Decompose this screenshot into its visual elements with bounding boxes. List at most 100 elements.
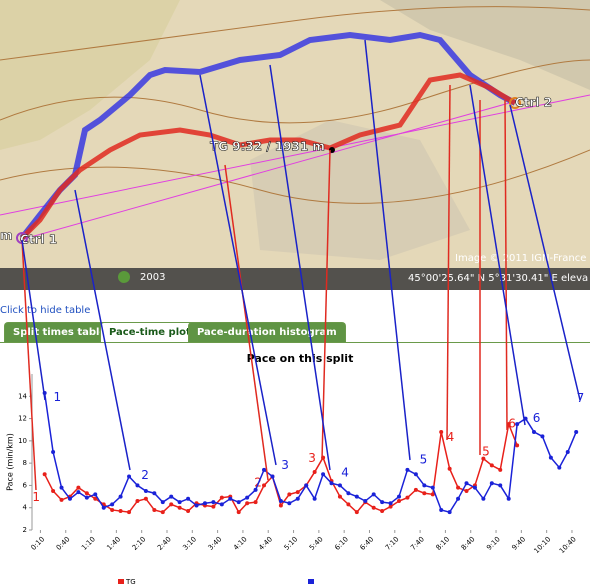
point	[295, 496, 300, 501]
point	[42, 472, 47, 477]
point	[481, 456, 486, 461]
x-tick-label: 5:10	[283, 535, 300, 552]
point	[413, 472, 418, 477]
annotation: 1	[53, 390, 61, 404]
tab[interactable]: Split times table	[4, 322, 116, 343]
x-tick-label: 5:40	[308, 535, 325, 552]
annotation: 2	[141, 468, 149, 482]
point	[447, 510, 452, 515]
point	[422, 491, 427, 496]
x-tick-label: 2:40	[156, 535, 173, 552]
point	[118, 509, 123, 514]
legend-label: TG	[125, 578, 136, 586]
point	[262, 467, 267, 472]
point	[211, 500, 216, 505]
terrain	[380, 0, 590, 90]
y-tick-label: 12	[18, 415, 27, 423]
contour	[0, 6, 590, 61]
point	[515, 422, 520, 427]
point	[101, 505, 106, 510]
point	[295, 490, 300, 495]
point	[152, 491, 157, 496]
point	[51, 489, 56, 493]
point	[464, 481, 469, 486]
x-tick-label: 4:10	[232, 535, 249, 552]
x-tick-label: 7:40	[409, 535, 426, 552]
point	[76, 485, 81, 490]
annotation: 4	[341, 466, 349, 480]
point	[498, 467, 503, 472]
point	[42, 390, 47, 395]
hide-link[interactable]: Click to hide table	[0, 305, 91, 316]
x-tick-label: 8:40	[460, 535, 477, 552]
annotation: 4	[447, 430, 455, 444]
point	[59, 497, 64, 502]
y-tick-label: 10	[18, 437, 27, 445]
point	[363, 499, 368, 504]
point	[506, 496, 511, 501]
terrain	[0, 0, 180, 150]
point	[321, 455, 326, 460]
point	[236, 510, 241, 515]
point	[152, 507, 157, 512]
point	[245, 501, 250, 506]
point	[557, 465, 562, 470]
point	[574, 429, 579, 434]
point	[405, 467, 410, 472]
x-tick-label: 0:10	[29, 535, 46, 552]
x-tick-label: 8:10	[434, 535, 451, 552]
x-tick-label: 6:10	[333, 535, 350, 552]
point	[380, 509, 385, 514]
point	[304, 483, 309, 488]
point	[84, 495, 89, 500]
x-tick-label: 1:10	[80, 535, 97, 552]
map-label: Ctrl 1	[20, 233, 57, 247]
point	[430, 485, 435, 490]
point	[219, 495, 224, 500]
x-tick-label: 7:10	[384, 535, 401, 552]
annotation: 7	[577, 391, 585, 405]
point	[337, 483, 342, 488]
point	[405, 495, 410, 500]
position	[329, 147, 335, 153]
tab[interactable]: Pace-time plot	[100, 322, 200, 343]
annotation: 3	[308, 451, 316, 465]
point	[380, 500, 385, 505]
x-tick-label: 3:10	[181, 535, 198, 552]
map-label: Ctrl 2	[515, 96, 552, 110]
point	[160, 510, 165, 515]
point	[523, 416, 528, 421]
point	[245, 495, 250, 500]
annotation: 1	[32, 490, 40, 504]
point	[413, 487, 418, 492]
point	[135, 483, 140, 488]
annotation: 3	[281, 458, 289, 472]
annotation: 6	[508, 417, 516, 431]
point	[354, 510, 359, 515]
chart-title: Pace on this split	[247, 352, 354, 365]
point	[84, 491, 89, 496]
point	[329, 481, 334, 486]
point	[439, 429, 444, 434]
point	[337, 494, 342, 499]
point	[143, 489, 148, 493]
point	[127, 510, 132, 515]
tab[interactable]: Pace-duration histogram	[188, 322, 346, 343]
point	[388, 504, 393, 509]
point	[236, 500, 241, 505]
point	[439, 507, 444, 512]
point	[211, 504, 216, 509]
x-tick-label: 3:40	[207, 535, 224, 552]
route-blue	[19, 31, 517, 240]
point	[540, 434, 545, 439]
point	[270, 474, 275, 479]
point	[169, 502, 174, 507]
point	[59, 485, 64, 490]
point	[548, 455, 553, 460]
point	[287, 501, 292, 506]
point	[110, 507, 115, 512]
year: 2003	[140, 272, 165, 283]
x-tick-label: 0:40	[55, 535, 72, 552]
x-tick-label: 10:10	[533, 535, 553, 555]
